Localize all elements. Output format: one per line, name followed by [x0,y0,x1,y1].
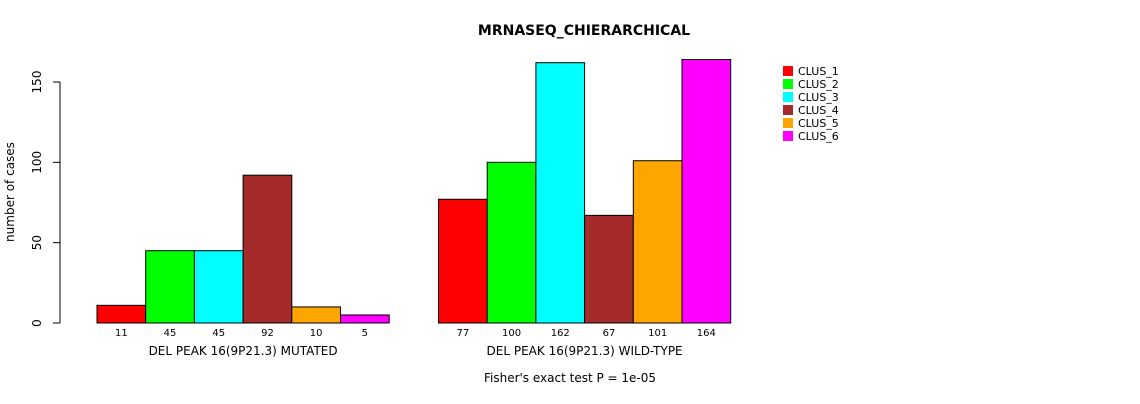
y-tick-label: 0 [30,319,44,327]
legend-swatch [783,105,793,115]
group-label: DEL PEAK 16(9P21.3) WILD-TYPE [487,344,683,358]
bar-count-label: 162 [551,328,570,339]
bar-count-label: 67 [603,328,616,339]
bar [438,198,488,324]
chart-title: MRNASEQ_CHIERARCHICAL [478,23,690,39]
bar [681,59,732,324]
bar [535,62,586,324]
y-tick-label: 50 [30,235,44,250]
bar [96,304,147,324]
bar-count-label: 5 [362,328,368,339]
bar-count-label: 45 [212,328,225,339]
bar [632,160,683,324]
footer-test-result: Fisher's exact test P = 1e-05 [484,371,656,385]
legend-label: CLUS_6 [798,130,839,143]
bar-count-label: 11 [115,328,128,339]
y-axis: 0 50 100 150 [30,71,61,327]
bar [584,214,634,324]
bar-count-label: 10 [310,328,323,339]
bar-count-label: 164 [697,328,716,339]
bar [486,161,537,324]
bars-layer: 11 45 45 92 10 5 DEL PEAK 16(9P21.3) MUTATED 77… [96,59,732,358]
bar-count-label: 101 [648,328,667,339]
bar-count-label: 45 [164,328,177,339]
legend-swatch [783,131,793,141]
legend-swatch [783,92,793,102]
legend-label: CLUS_3 [798,91,839,104]
bar [145,250,195,324]
legend-label: CLUS_2 [798,78,839,91]
group-label: DEL PEAK 16(9P21.3) MUTATED [149,344,338,358]
bar-count-label: 100 [502,328,521,339]
bar [340,314,390,324]
legend-label: CLUS_5 [798,117,839,130]
bar [193,250,244,324]
bar-count-label: 92 [261,328,274,339]
y-tick-label: 100 [30,151,44,174]
bar [291,306,341,324]
y-axis-label: number of cases [3,142,17,242]
y-tick-label: 150 [30,71,44,94]
legend-swatch [783,66,793,76]
legend-swatch [783,118,793,128]
bar [242,174,293,324]
legend-label: CLUS_1 [798,65,839,78]
legend-label: CLUS_4 [798,104,839,117]
legend-swatch [783,79,793,89]
bar-count-label: 77 [456,328,469,339]
